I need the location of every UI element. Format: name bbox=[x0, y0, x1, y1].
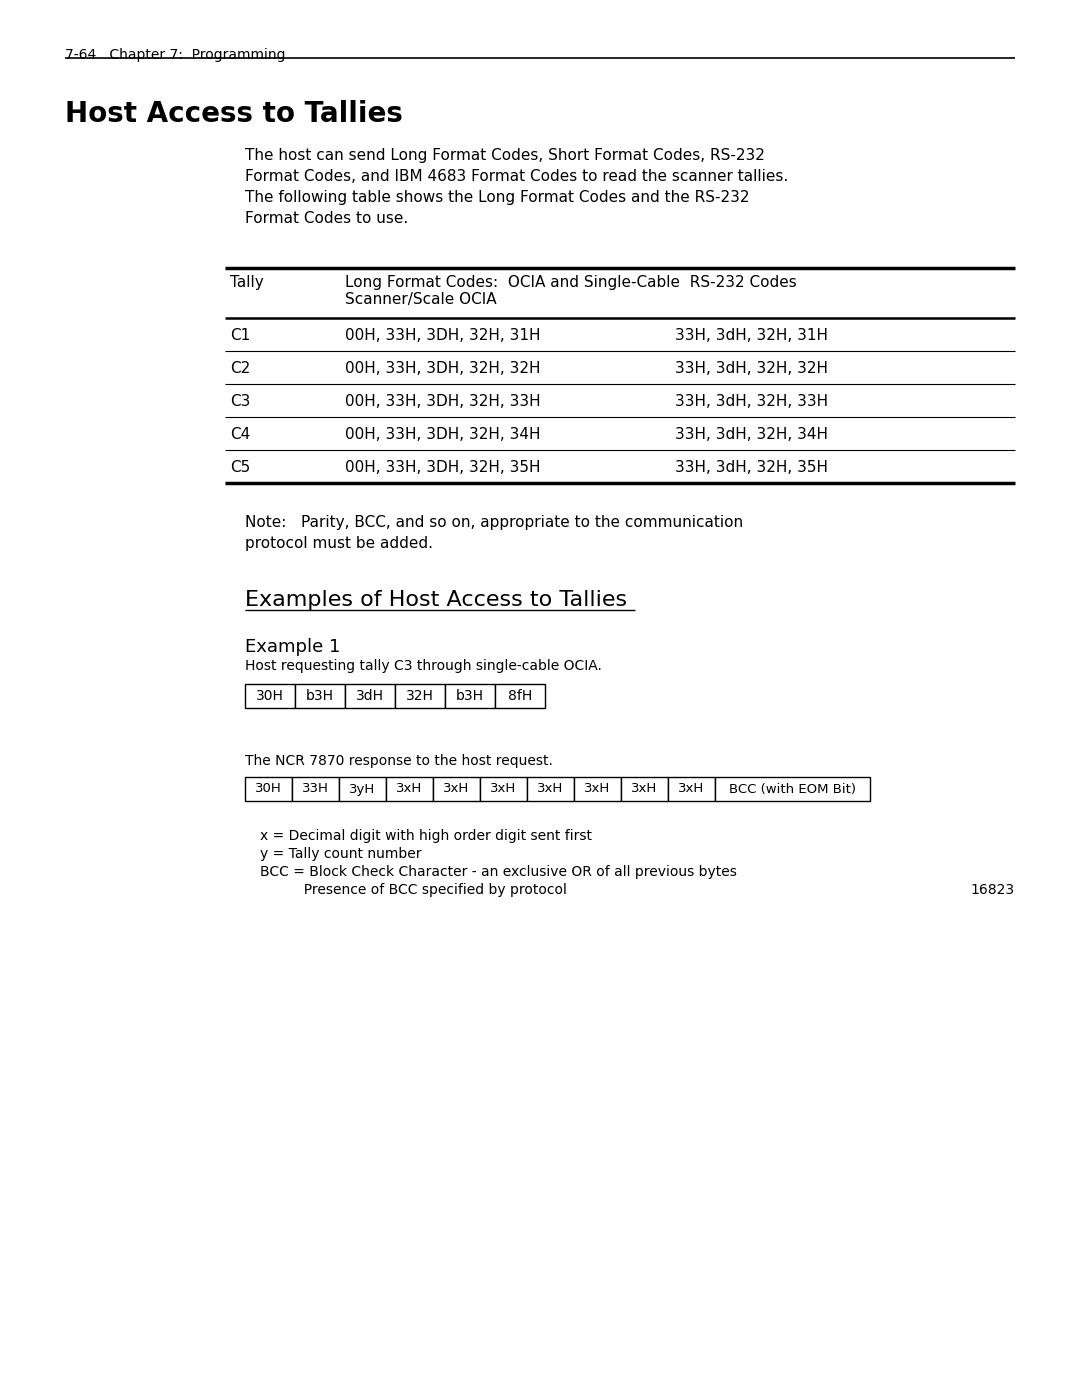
Text: Long Format Codes:  OCIA and Single-Cable  RS-232 Codes: Long Format Codes: OCIA and Single-Cable… bbox=[345, 275, 797, 291]
Text: 3xH: 3xH bbox=[396, 782, 422, 795]
Bar bbox=[245, 777, 292, 800]
Text: C3: C3 bbox=[230, 394, 251, 409]
Text: protocol must be added.: protocol must be added. bbox=[245, 536, 433, 550]
Text: The following table shows the Long Format Codes and the RS-232: The following table shows the Long Forma… bbox=[245, 190, 750, 205]
Text: Example 1: Example 1 bbox=[245, 638, 340, 657]
Text: 3xH: 3xH bbox=[444, 782, 470, 795]
Bar bbox=[245, 685, 295, 708]
Text: 32H: 32H bbox=[406, 689, 434, 703]
Text: 00H, 33H, 3DH, 32H, 35H: 00H, 33H, 3DH, 32H, 35H bbox=[345, 460, 540, 475]
Bar bbox=[445, 685, 495, 708]
Text: x = Decimal digit with high order digit sent first: x = Decimal digit with high order digit … bbox=[260, 828, 592, 842]
Text: Presence of BCC specified by protocol: Presence of BCC specified by protocol bbox=[260, 883, 567, 897]
Text: The NCR 7870 response to the host request.: The NCR 7870 response to the host reques… bbox=[245, 754, 553, 768]
Text: 33H: 33H bbox=[302, 782, 329, 795]
Text: 30H: 30H bbox=[256, 689, 284, 703]
Text: Examples of Host Access to Tallies: Examples of Host Access to Tallies bbox=[245, 590, 627, 610]
Bar bbox=[395, 685, 445, 708]
Bar bbox=[480, 777, 527, 800]
Text: C1: C1 bbox=[230, 328, 251, 344]
Text: 3yH: 3yH bbox=[349, 782, 376, 795]
Text: 8fH: 8fH bbox=[508, 689, 532, 703]
Text: 3xH: 3xH bbox=[490, 782, 516, 795]
Text: 3xH: 3xH bbox=[678, 782, 704, 795]
Text: BCC (with EOM Bit): BCC (with EOM Bit) bbox=[729, 782, 856, 795]
Text: 3xH: 3xH bbox=[584, 782, 610, 795]
Text: 33H, 3dH, 32H, 32H: 33H, 3dH, 32H, 32H bbox=[675, 360, 828, 376]
Bar bbox=[669, 777, 715, 800]
Text: 33H, 3dH, 32H, 34H: 33H, 3dH, 32H, 34H bbox=[675, 427, 828, 441]
Text: 30H: 30H bbox=[255, 782, 282, 795]
Bar bbox=[573, 777, 621, 800]
Bar bbox=[386, 777, 433, 800]
Text: 00H, 33H, 3DH, 32H, 31H: 00H, 33H, 3DH, 32H, 31H bbox=[345, 328, 540, 344]
Bar bbox=[292, 777, 339, 800]
Text: Tally: Tally bbox=[230, 275, 264, 291]
Bar bbox=[433, 777, 480, 800]
Bar bbox=[295, 685, 345, 708]
Text: 33H, 3dH, 32H, 33H: 33H, 3dH, 32H, 33H bbox=[675, 394, 828, 409]
Text: C5: C5 bbox=[230, 460, 251, 475]
Text: 33H, 3dH, 32H, 31H: 33H, 3dH, 32H, 31H bbox=[675, 328, 828, 344]
Bar bbox=[495, 685, 545, 708]
Text: Host Access to Tallies: Host Access to Tallies bbox=[65, 101, 403, 129]
Text: The host can send Long Format Codes, Short Format Codes, RS-232: The host can send Long Format Codes, Sho… bbox=[245, 148, 765, 163]
Text: b3H: b3H bbox=[306, 689, 334, 703]
Text: 3xH: 3xH bbox=[632, 782, 658, 795]
Text: 00H, 33H, 3DH, 32H, 32H: 00H, 33H, 3DH, 32H, 32H bbox=[345, 360, 540, 376]
Text: C4: C4 bbox=[230, 427, 251, 441]
Text: Format Codes to use.: Format Codes to use. bbox=[245, 211, 408, 226]
Bar bbox=[715, 777, 870, 800]
Bar bbox=[621, 777, 669, 800]
Text: 3dH: 3dH bbox=[356, 689, 384, 703]
Text: Scanner/Scale OCIA: Scanner/Scale OCIA bbox=[345, 292, 497, 307]
Text: 7-64   Chapter 7:  Programming: 7-64 Chapter 7: Programming bbox=[65, 47, 285, 61]
Text: y = Tally count number: y = Tally count number bbox=[260, 847, 421, 861]
Bar bbox=[339, 777, 386, 800]
Text: b3H: b3H bbox=[456, 689, 484, 703]
Text: Host requesting tally C3 through single-cable OCIA.: Host requesting tally C3 through single-… bbox=[245, 659, 602, 673]
Text: 3xH: 3xH bbox=[538, 782, 564, 795]
Text: Format Codes, and IBM 4683 Format Codes to read the scanner tallies.: Format Codes, and IBM 4683 Format Codes … bbox=[245, 169, 788, 184]
Text: 16823: 16823 bbox=[971, 883, 1015, 897]
Bar bbox=[345, 685, 395, 708]
Text: 00H, 33H, 3DH, 32H, 34H: 00H, 33H, 3DH, 32H, 34H bbox=[345, 427, 540, 441]
Text: C2: C2 bbox=[230, 360, 251, 376]
Text: 00H, 33H, 3DH, 32H, 33H: 00H, 33H, 3DH, 32H, 33H bbox=[345, 394, 541, 409]
Text: 33H, 3dH, 32H, 35H: 33H, 3dH, 32H, 35H bbox=[675, 460, 828, 475]
Text: Note:   Parity, BCC, and so on, appropriate to the communication: Note: Parity, BCC, and so on, appropriat… bbox=[245, 515, 743, 529]
Text: BCC = Block Check Character - an exclusive OR of all previous bytes: BCC = Block Check Character - an exclusi… bbox=[260, 865, 737, 879]
Bar bbox=[527, 777, 573, 800]
